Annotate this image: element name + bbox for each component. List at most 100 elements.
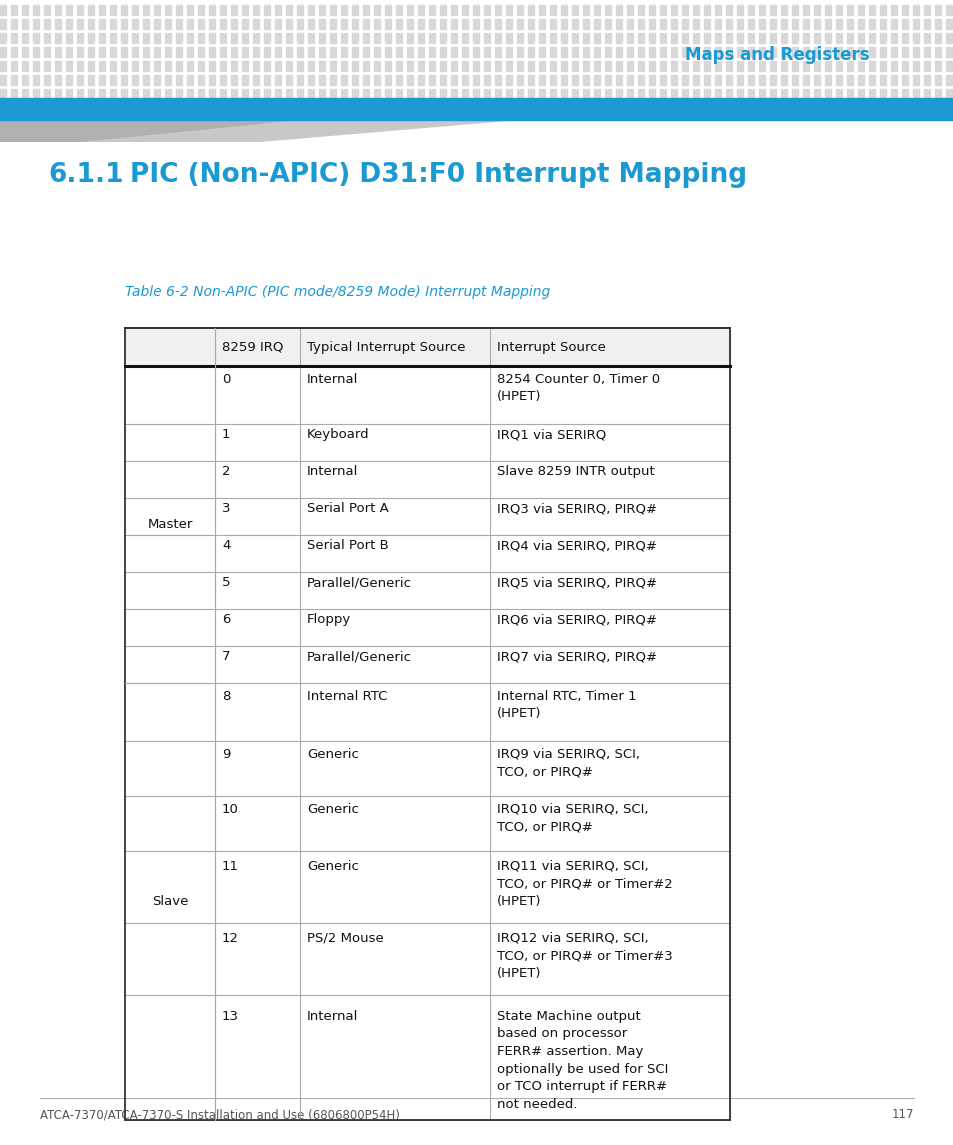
Bar [88, 76, 94, 85]
Bar [33, 61, 39, 71]
Bar [791, 47, 797, 57]
Bar [231, 33, 236, 44]
Bar [352, 89, 357, 98]
Text: IRQ7 via SERIRQ, PIRQ#: IRQ7 via SERIRQ, PIRQ# [497, 650, 657, 663]
Bar [461, 76, 468, 85]
Bar [153, 76, 160, 85]
Bar [77, 5, 83, 15]
Bar [857, 76, 863, 85]
Bar [550, 5, 556, 15]
Bar [363, 33, 369, 44]
Bar [55, 5, 61, 15]
Bar [439, 5, 446, 15]
Bar [296, 33, 303, 44]
Bar [692, 89, 699, 98]
Bar [340, 76, 347, 85]
Bar [582, 5, 588, 15]
Bar [77, 19, 83, 29]
Bar [802, 19, 808, 29]
Bar [132, 33, 138, 44]
Bar [901, 47, 907, 57]
Bar [153, 47, 160, 57]
Text: Maps and Registers: Maps and Registers [684, 46, 869, 64]
Bar [385, 19, 391, 29]
Bar [517, 89, 522, 98]
Bar [451, 5, 456, 15]
Bar [802, 76, 808, 85]
Bar [604, 61, 610, 71]
Bar [407, 61, 413, 71]
Bar [527, 47, 534, 57]
Bar [88, 89, 94, 98]
Bar [165, 33, 171, 44]
Bar [912, 89, 918, 98]
Bar [407, 33, 413, 44]
Bar [945, 89, 951, 98]
Text: 8: 8 [222, 690, 230, 703]
Bar [582, 76, 588, 85]
Bar [175, 5, 182, 15]
Bar [439, 61, 446, 71]
Bar [879, 33, 885, 44]
Bar [616, 33, 621, 44]
Bar [407, 5, 413, 15]
Bar [846, 19, 852, 29]
Bar [461, 19, 468, 29]
Bar [33, 19, 39, 29]
Bar [582, 33, 588, 44]
Bar [769, 33, 775, 44]
Bar [110, 47, 116, 57]
Bar [231, 19, 236, 29]
Text: State Machine output
based on processor
FERR# assertion. May
optionally be used : State Machine output based on processor … [497, 1010, 668, 1111]
Bar [165, 47, 171, 57]
Bar [88, 33, 94, 44]
Bar [703, 76, 709, 85]
Bar [340, 19, 347, 29]
Bar [363, 47, 369, 57]
Bar [714, 33, 720, 44]
Bar [527, 76, 534, 85]
Bar [901, 5, 907, 15]
Bar [99, 89, 105, 98]
Bar [308, 47, 314, 57]
Bar [198, 33, 204, 44]
Bar [483, 61, 490, 71]
Bar [125, 424, 729, 461]
Text: IRQ6 via SERIRQ, PIRQ#: IRQ6 via SERIRQ, PIRQ# [497, 614, 657, 626]
Bar [363, 19, 369, 29]
Bar [835, 76, 841, 85]
Bar [923, 33, 929, 44]
Bar [187, 19, 193, 29]
Bar [11, 5, 17, 15]
Bar [125, 796, 729, 851]
Bar [692, 33, 699, 44]
Bar [572, 76, 578, 85]
Text: Interrupt Source: Interrupt Source [497, 340, 605, 354]
Bar [692, 19, 699, 29]
Bar [638, 5, 643, 15]
Bar [901, 76, 907, 85]
Bar [340, 33, 347, 44]
Bar [242, 47, 248, 57]
Bar [538, 89, 544, 98]
Bar [231, 61, 236, 71]
Bar [198, 61, 204, 71]
Bar [395, 33, 401, 44]
Bar [604, 33, 610, 44]
Bar [868, 89, 874, 98]
Bar [33, 89, 39, 98]
Bar [88, 19, 94, 29]
Bar [11, 61, 17, 71]
Bar [143, 47, 149, 57]
Bar [737, 89, 742, 98]
Bar [407, 89, 413, 98]
Bar [132, 47, 138, 57]
Bar [945, 61, 951, 71]
Bar [11, 33, 17, 44]
Bar [340, 5, 347, 15]
Bar [703, 89, 709, 98]
Bar [242, 89, 248, 98]
Bar [835, 47, 841, 57]
Bar [0, 33, 6, 44]
Bar [374, 47, 379, 57]
